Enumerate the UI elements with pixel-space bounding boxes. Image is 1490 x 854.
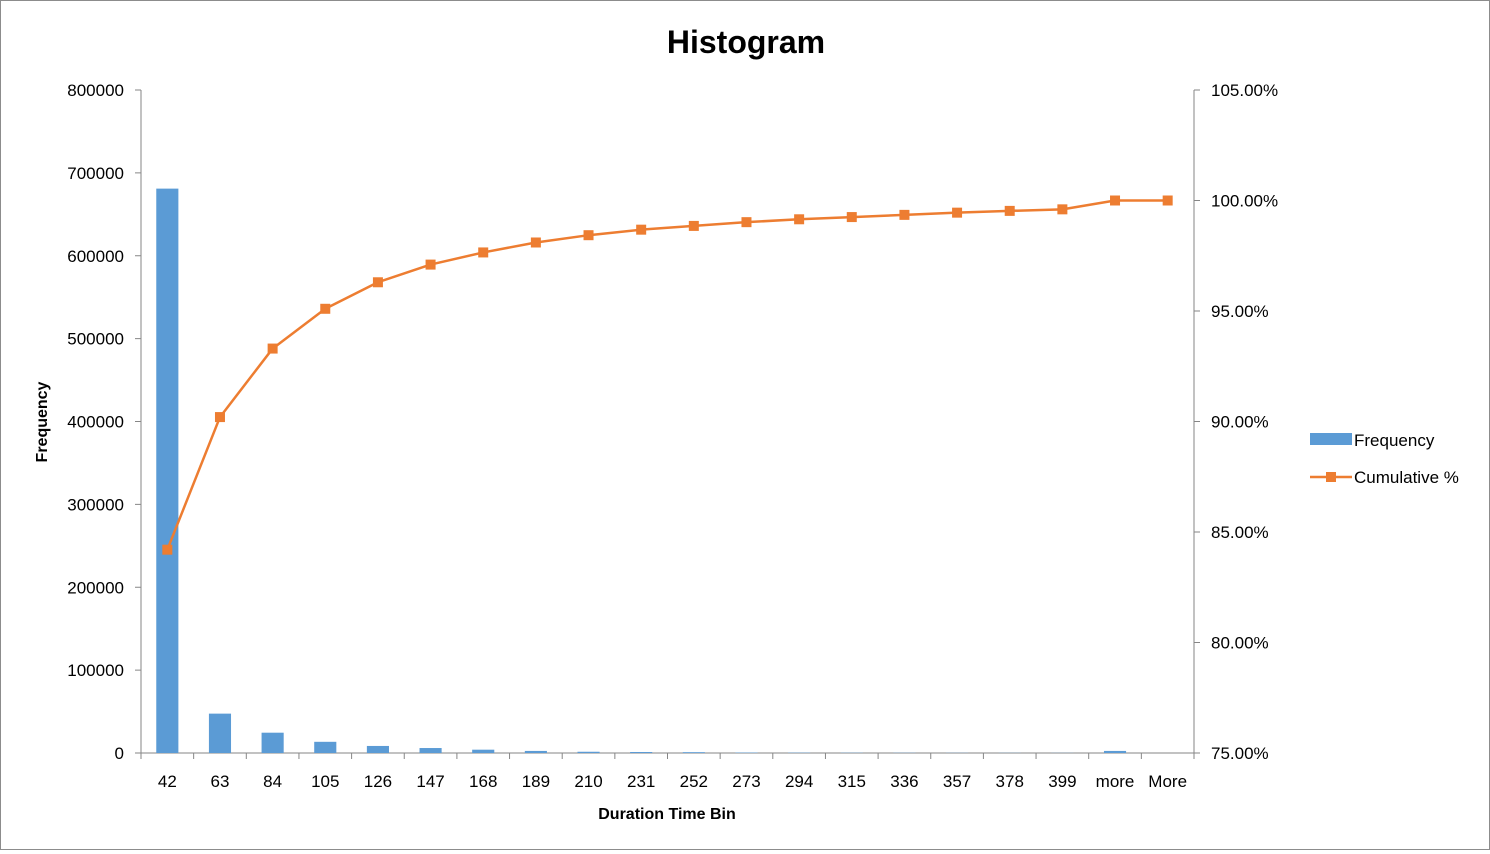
- x-tick-label: 399: [1048, 772, 1076, 791]
- bar: [209, 714, 231, 753]
- x-tick-label: more: [1096, 772, 1135, 791]
- y-tick-label: 700000: [67, 164, 124, 183]
- y-tick-label: 800000: [67, 81, 124, 100]
- legend: Frequency Cumulative %: [1310, 431, 1459, 487]
- y-tick-label: 200000: [67, 578, 124, 597]
- bar: [314, 742, 336, 753]
- x-tick-label: 210: [574, 772, 602, 791]
- x-tick-label: 294: [785, 772, 813, 791]
- y-tick-label: 500000: [67, 330, 124, 349]
- line-marker: [268, 344, 278, 354]
- y-tick-label: 400000: [67, 413, 124, 432]
- x-tick-label: 231: [627, 772, 655, 791]
- line-marker: [636, 225, 646, 235]
- line-marker: [320, 304, 330, 314]
- x-tick-label: 378: [996, 772, 1024, 791]
- x-tick-label: 42: [158, 772, 177, 791]
- x-tick-label: More: [1148, 772, 1187, 791]
- y-axis-title: Frequency: [34, 381, 51, 462]
- line-layer: [162, 196, 1172, 555]
- bars-layer: [156, 189, 1126, 753]
- bar: [420, 748, 442, 753]
- bar: [683, 752, 705, 753]
- line-marker: [373, 277, 383, 287]
- line-marker: [426, 260, 436, 270]
- chart-title: Histogram: [667, 24, 825, 60]
- x-tick-label: 168: [469, 772, 497, 791]
- y2-tick-label: 95.00%: [1211, 302, 1269, 321]
- line-marker: [1057, 204, 1067, 214]
- x-axis-title: Duration Time Bin: [598, 806, 736, 823]
- x-tick-label: 315: [838, 772, 866, 791]
- line-marker: [689, 221, 699, 231]
- legend-swatch-frequency: [1310, 433, 1352, 445]
- y2-tick-label: 90.00%: [1211, 413, 1269, 432]
- line-marker: [215, 412, 225, 422]
- x-tick-label: 273: [732, 772, 760, 791]
- cumulative-line: [167, 201, 1167, 550]
- y2-tick-label: 105.00%: [1211, 81, 1278, 100]
- line-marker: [1005, 206, 1015, 216]
- bar: [577, 752, 599, 753]
- x-tick-label: 126: [364, 772, 392, 791]
- legend-label-cumulative: Cumulative %: [1354, 468, 1459, 487]
- x-tick-label: 336: [890, 772, 918, 791]
- legend-swatch-marker: [1326, 472, 1336, 482]
- line-marker: [584, 230, 594, 240]
- y2-tick-label: 85.00%: [1211, 523, 1269, 542]
- x-tick-label: 105: [311, 772, 339, 791]
- line-marker: [1110, 196, 1120, 206]
- y2-tick-label: 80.00%: [1211, 634, 1269, 653]
- line-marker: [1163, 196, 1173, 206]
- x-tick-label: 63: [211, 772, 230, 791]
- y-tick-label: 100000: [67, 661, 124, 680]
- x-tick-label: 357: [943, 772, 971, 791]
- y-tick-label: 0: [115, 744, 124, 763]
- bar: [262, 733, 284, 753]
- line-marker: [531, 237, 541, 247]
- x-tick-label: 147: [416, 772, 444, 791]
- y-tick-label: 600000: [67, 247, 124, 266]
- y-tick-label: 300000: [67, 495, 124, 514]
- line-marker: [162, 545, 172, 555]
- line-marker: [952, 208, 962, 218]
- line-marker: [794, 214, 804, 224]
- bar: [525, 751, 547, 753]
- line-marker: [899, 210, 909, 220]
- y2-tick-label: 75.00%: [1211, 744, 1269, 763]
- x-tick-label: 252: [680, 772, 708, 791]
- bar: [156, 189, 178, 753]
- y2-tick-label: 100.00%: [1211, 192, 1278, 211]
- line-marker: [847, 212, 857, 222]
- bar: [472, 750, 494, 753]
- bar: [367, 746, 389, 753]
- axes: 0 100000 200000 300000 400000 500000 600000 700…: [67, 81, 1278, 791]
- bar: [630, 752, 652, 753]
- bar: [1104, 751, 1126, 753]
- line-marker: [741, 217, 751, 227]
- line-marker: [478, 247, 488, 257]
- x-tick-label: 189: [522, 772, 550, 791]
- x-tick-label: 84: [263, 772, 282, 791]
- legend-label-frequency: Frequency: [1354, 431, 1435, 450]
